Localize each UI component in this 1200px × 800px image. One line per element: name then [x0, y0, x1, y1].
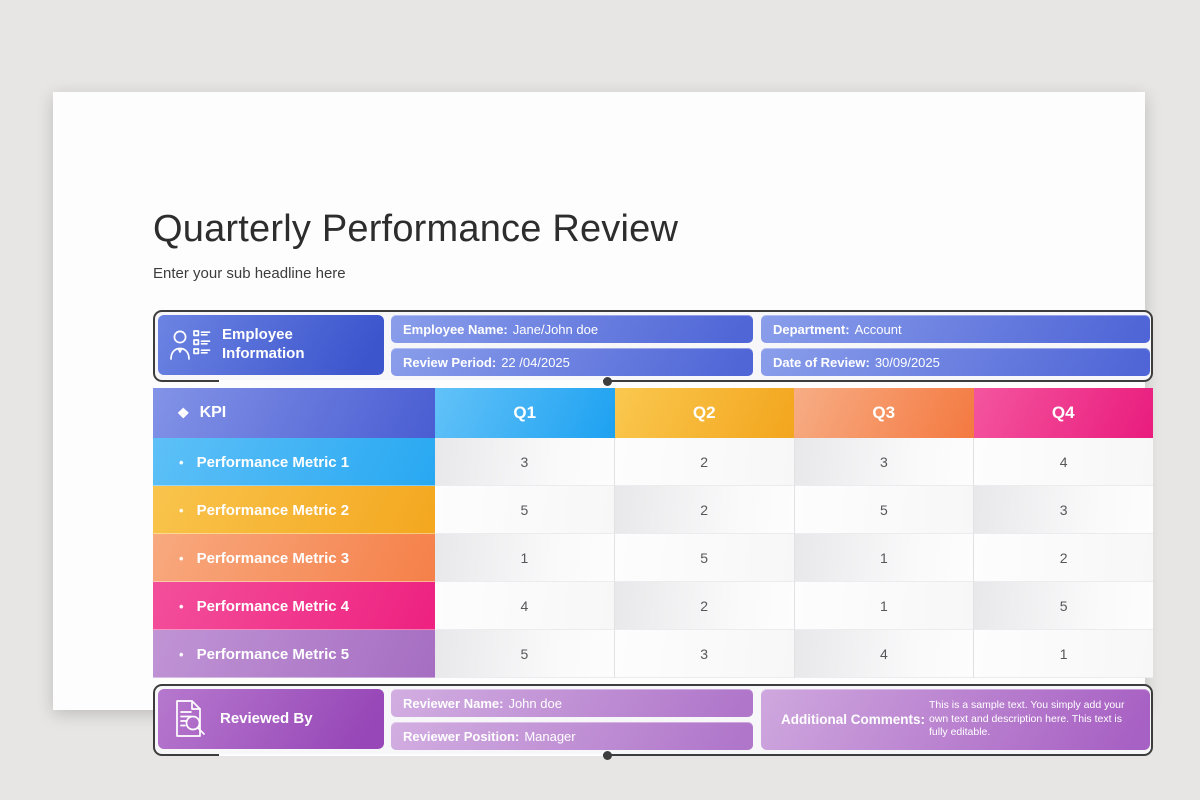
employee-name-label: Employee Name: — [403, 321, 508, 337]
review-period-label: Review Period: — [403, 354, 497, 370]
kpi-value-cell: 2 — [613, 582, 794, 630]
kpi-value-cell: 5 — [973, 582, 1153, 630]
kpi-value-cell: 1 — [793, 582, 974, 630]
employee-info-panel: Employee Information Employee Name: Jane… — [153, 310, 1153, 386]
kpi-value-cell: 3 — [435, 438, 614, 486]
kpi-value-cell: 3 — [613, 630, 794, 678]
quarter-header-q2: Q2 — [614, 388, 794, 438]
kpi-value-cell: 4 — [435, 582, 614, 630]
kpi-value-cell: 4 — [973, 438, 1153, 486]
additional-comments-text: This is a sample text. You simply add yo… — [929, 699, 1125, 739]
kpi-row-label: Performance Metric 2 — [153, 486, 435, 534]
review-period-value: 22 /04/2025 — [501, 354, 570, 370]
kpi-value-cell: 3 — [793, 438, 974, 486]
kpi-value-cell: 3 — [973, 486, 1153, 534]
kpi-value-cell: 5 — [793, 486, 974, 534]
review-period-field: Review Period: 22 /04/2025 — [391, 348, 753, 376]
kpi-value-cell: 1 — [793, 534, 974, 582]
department-label: Department: — [773, 321, 850, 337]
kpi-value-cell: 5 — [435, 486, 614, 534]
reviewed-by-panel: Reviewed By Reviewer Name: John doe Revi… — [153, 684, 1153, 760]
reviewer-position-field: Reviewer Position: Manager — [391, 722, 753, 750]
kpi-value-cell: 5 — [613, 534, 794, 582]
additional-comments-field: Additional Comments: This is a sample te… — [761, 689, 1150, 750]
connector-dot — [603, 750, 612, 760]
kpi-value-cell: 2 — [973, 534, 1153, 582]
panel-border-gap — [219, 379, 603, 382]
table-row: Performance Metric 2 5 2 5 3 — [153, 486, 1153, 534]
page-title: Quarterly Performance Review — [153, 208, 679, 250]
additional-comments-label: Additional Comments: — [781, 712, 925, 727]
employee-info-header: Employee Information — [158, 315, 384, 375]
employee-name-value: Jane/John doe — [512, 321, 599, 337]
kpi-row-label: Performance Metric 4 — [153, 582, 435, 630]
page-subtitle: Enter your sub headline here — [153, 265, 346, 282]
document-magnifier-icon — [176, 700, 205, 737]
person-checklist-icon — [170, 330, 211, 360]
kpi-row-label: Performance Metric 3 — [153, 534, 435, 582]
date-of-review-field: Date of Review: 30/09/2025 — [761, 348, 1150, 376]
kpi-header-cell: ❖ KPI — [153, 388, 435, 438]
reviewed-by-label: Reviewed By — [220, 709, 313, 727]
quarter-header-q1: Q1 — [435, 388, 615, 438]
kpi-value-cell: 1 — [973, 630, 1153, 678]
kpi-value-cell: 2 — [613, 438, 794, 486]
panel-border-gap — [219, 753, 603, 756]
department-value: Account — [854, 321, 902, 337]
kpi-value-cell: 1 — [435, 534, 614, 582]
department-field: Department: Account — [761, 315, 1150, 343]
kpi-value-cell: 2 — [613, 486, 794, 534]
kpi-table-header-row: ❖ KPI Q1 Q2 Q3 Q4 — [153, 388, 1153, 438]
employee-info-label: Employee Information — [222, 326, 305, 362]
kpi-diamond-icon: ❖ — [177, 404, 190, 421]
reviewer-name-label: Reviewer Name: — [403, 695, 504, 711]
reviewed-by-header: Reviewed By — [158, 689, 384, 749]
quarter-header-q4: Q4 — [973, 388, 1153, 438]
reviewer-name-field: Reviewer Name: John doe — [391, 689, 753, 717]
table-row: Performance Metric 1 3 2 3 4 — [153, 438, 1153, 486]
kpi-value-cell: 5 — [435, 630, 614, 678]
connector-dot — [603, 376, 612, 386]
employee-name-field: Employee Name: Jane/John doe — [391, 315, 753, 343]
table-row: Performance Metric 5 5 3 4 1 — [153, 630, 1153, 678]
kpi-value-cell: 4 — [793, 630, 974, 678]
table-row: Performance Metric 3 1 5 1 2 — [153, 534, 1153, 582]
kpi-row-label: Performance Metric 1 — [153, 438, 435, 486]
reviewer-name-value: John doe — [508, 695, 562, 711]
kpi-row-label: Performance Metric 5 — [153, 630, 435, 678]
reviewer-position-value: Manager — [524, 728, 576, 744]
date-of-review-label: Date of Review: — [773, 354, 870, 370]
kpi-table: ❖ KPI Q1 Q2 Q3 Q4 Performance Metric 1 3… — [153, 388, 1153, 678]
date-of-review-value: 30/09/2025 — [874, 354, 940, 370]
kpi-header-label: KPI — [199, 404, 227, 421]
slide-card: Quarterly Performance Review Enter your … — [53, 92, 1153, 760]
quarter-header-q3: Q3 — [794, 388, 974, 438]
table-row: Performance Metric 4 4 2 1 5 — [153, 582, 1153, 630]
reviewer-position-label: Reviewer Position: — [403, 728, 520, 744]
